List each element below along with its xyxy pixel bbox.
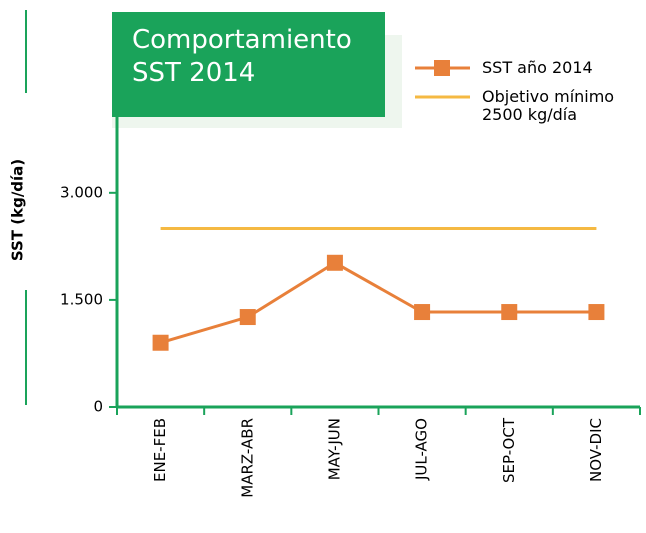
- x-tick-label: MAY-JUN: [325, 418, 343, 480]
- x-tick-label: MARZ-ABR: [238, 418, 256, 498]
- x-tick-label: NOV-DIC: [587, 418, 605, 482]
- legend-label: Objetivo mínimo 2500 kg/día: [482, 87, 615, 124]
- x-tick-label: ENE-FEB: [151, 418, 169, 482]
- marker: [152, 334, 169, 351]
- y-tick-label: 1.500: [60, 290, 103, 308]
- y-tick-label: 0: [93, 398, 103, 416]
- marker: [239, 309, 256, 326]
- chart-title: Comportamiento SST 2014: [112, 12, 385, 117]
- y-axis-label: SST (kg/día): [9, 159, 27, 261]
- y-tick-label: 3.000: [60, 183, 103, 201]
- marker: [414, 304, 431, 321]
- series-line: [160, 261, 597, 345]
- x-tick-label: JUL-AGO: [413, 418, 431, 481]
- marker: [588, 304, 605, 321]
- x-tick-label: SEP-OCT: [500, 417, 518, 483]
- marker: [326, 254, 343, 271]
- legend-label: SST año 2014: [482, 58, 593, 77]
- marker: [501, 304, 518, 321]
- legend-marker: [434, 60, 450, 76]
